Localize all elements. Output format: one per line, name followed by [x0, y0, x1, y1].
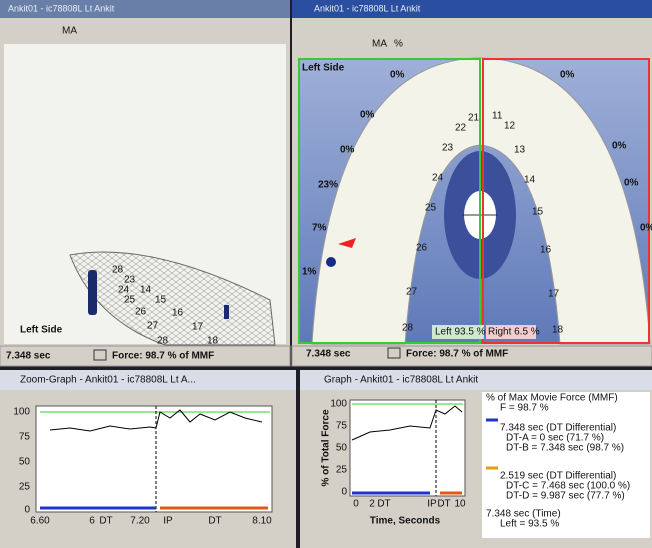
percent-label: 7% — [312, 223, 327, 234]
tooth-label: 25 — [124, 295, 136, 306]
percent-label: 23% — [318, 180, 338, 191]
contact — [326, 257, 336, 267]
y-tick-label: 50 — [336, 443, 348, 454]
tooth-label: 26 — [135, 307, 147, 318]
x-tick-label: 8.10 — [252, 516, 272, 527]
x-tick-label: DT — [208, 516, 221, 527]
y-tick-label: 75 — [336, 421, 348, 432]
tooth-label: 15 — [532, 207, 544, 218]
toolbar-button[interactable]: MA — [372, 39, 387, 50]
tooth-label: 21 — [468, 113, 480, 124]
status-time: 7.348 sec — [306, 349, 351, 360]
tooth-label: 18 — [552, 325, 564, 336]
y-tick-label: 0 — [24, 505, 30, 516]
status-force: Force: 98.7 % of MMF — [406, 349, 508, 360]
percent-label: 0% — [560, 70, 575, 81]
body: {"left_window": {"title": "Ankit01 - ic7… — [0, 0, 652, 548]
y-tick-label: 100 — [13, 407, 30, 418]
tooth-label: 16 — [172, 308, 184, 319]
tooth-label: 12 — [504, 121, 516, 132]
y-tick-label: 25 — [19, 482, 31, 493]
tooth-label: 14 — [140, 285, 152, 296]
percent-label: 0% — [612, 141, 627, 152]
tooth-label: 25 — [425, 203, 437, 214]
x-tick-label: DT — [377, 499, 390, 510]
status-force: Force: 98.7 % of MMF — [112, 351, 214, 362]
tooth-label: 13 — [514, 145, 526, 156]
tooth-label: 11 — [492, 111, 503, 122]
percent-label: 0% — [640, 223, 652, 234]
tooth-label: 24 — [432, 173, 444, 184]
tooth-label: 27 — [147, 321, 159, 332]
view-label: Left Side — [20, 325, 63, 336]
percent-label: 0% — [340, 145, 355, 156]
window-title: Ankit01 - ic78808L Lt Ankit — [314, 3, 421, 13]
left-total: Left 93.5 % — [435, 327, 486, 338]
y-tick-label: 75 — [19, 432, 31, 443]
x-tick-label: DT — [99, 516, 112, 527]
percent-label: 0% — [390, 70, 405, 81]
x-tick-label: 7.20 — [130, 516, 150, 527]
tooth-label: 16 — [540, 245, 552, 256]
y-axis-label: % of Total Force — [321, 409, 332, 486]
tooth-label: 15 — [155, 295, 167, 306]
percent-label: 0% — [360, 110, 375, 121]
toolbar-button[interactable]: MA — [62, 26, 77, 37]
contact — [224, 305, 229, 319]
status-time: 7.348 sec — [6, 351, 51, 362]
tooth-label: 18 — [207, 336, 219, 347]
x-axis-label: Time, Seconds — [370, 516, 441, 527]
x-tick-label: 0 — [353, 499, 359, 510]
tooth-label: 17 — [192, 322, 204, 333]
x-tick-label: 10 — [454, 499, 466, 510]
x-tick-label: IP — [427, 499, 437, 510]
percent-label: 0% — [624, 178, 639, 189]
contact — [88, 270, 97, 315]
percent-label: 1% — [302, 267, 317, 278]
x-tick-label: 2 — [369, 499, 375, 510]
tooth-label: 14 — [524, 175, 536, 186]
legend-entry: F = 98.7 % — [500, 403, 549, 414]
legend-entry: DT-D = 9.987 sec (77.7 %) — [506, 491, 625, 502]
legend-entry: DT-B = 7.348 sec (98.7 %) — [506, 443, 624, 454]
window-title: Ankit01 - ic78808L Lt Ankit — [8, 3, 115, 13]
tooth-label: 26 — [416, 243, 428, 254]
legend-entry: Left = 93.5 % — [500, 519, 559, 530]
x-tick-label: DT — [437, 499, 450, 510]
y-tick-label: 100 — [330, 399, 347, 410]
window-title: Zoom-Graph - Ankit01 - ic78808L Lt A... — [20, 375, 196, 386]
x-tick-label: 6 — [89, 516, 95, 527]
x-tick-label: 6.60 — [30, 516, 50, 527]
screen: Ankit01 - ic78808L Lt AnkitMALeft Side28… — [0, 0, 652, 548]
tooth-label: 28 — [402, 323, 414, 334]
y-tick-label: 50 — [19, 457, 31, 468]
right-total: Right 6.5 % — [488, 327, 540, 338]
tooth-label: 22 — [455, 123, 467, 134]
tooth-label: 27 — [406, 287, 418, 298]
y-tick-label: 25 — [336, 465, 348, 476]
page: body { margin: 0; width: 652px; height: … — [0, 0, 652, 548]
toolbar-button[interactable]: % — [394, 39, 403, 50]
tooth-label: 17 — [548, 289, 560, 300]
tooth-label: 28 — [157, 336, 169, 347]
tooth-label: 28 — [112, 265, 124, 276]
view-label: Left Side — [302, 63, 345, 74]
window-title: Graph - Ankit01 - ic78808L Lt Ankit — [324, 375, 478, 386]
plot-area — [36, 406, 272, 512]
tooth-label: 23 — [442, 143, 454, 154]
x-tick-label: IP — [163, 516, 173, 527]
y-tick-label: 0 — [341, 487, 347, 498]
plot-area — [350, 400, 465, 496]
